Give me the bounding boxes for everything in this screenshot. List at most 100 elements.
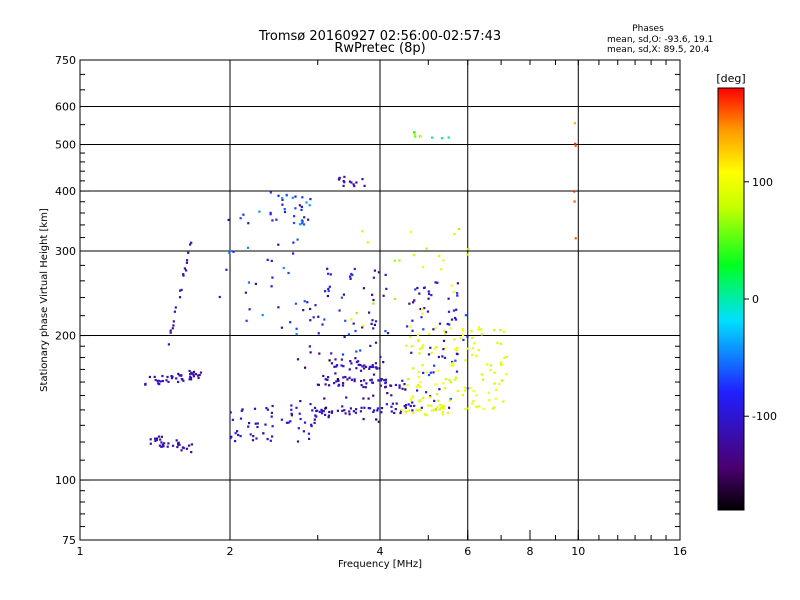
data-point <box>418 292 421 295</box>
data-point <box>430 404 433 407</box>
data-point <box>436 406 439 409</box>
data-point <box>359 363 362 367</box>
data-point <box>178 443 181 446</box>
x-tick-label: 4 <box>377 545 384 558</box>
data-point <box>438 408 441 411</box>
data-point <box>159 438 162 441</box>
colorbar-label: [deg] <box>716 72 745 85</box>
data-point <box>170 377 174 380</box>
data-point <box>353 185 356 188</box>
data-point <box>379 379 383 382</box>
data-point <box>466 248 469 251</box>
data-point <box>462 329 465 332</box>
y-tick-label: 75 <box>62 534 76 547</box>
data-point <box>362 385 365 389</box>
data-point <box>172 324 175 327</box>
data-point <box>237 433 240 437</box>
data-point <box>167 380 170 383</box>
data-point <box>361 230 364 233</box>
data-point <box>464 389 467 392</box>
data-point <box>248 422 251 425</box>
data-point <box>462 334 465 337</box>
data-point <box>166 445 169 448</box>
data-point <box>277 306 280 309</box>
data-point <box>163 442 166 445</box>
data-point <box>374 320 378 323</box>
data-point <box>328 384 331 387</box>
data-point <box>384 385 387 388</box>
data-point <box>363 367 366 370</box>
data-point <box>175 377 178 380</box>
data-point <box>477 326 480 329</box>
data-point <box>269 211 272 214</box>
data-point <box>324 413 327 416</box>
data-point <box>335 365 338 368</box>
data-point <box>574 237 577 240</box>
data-point <box>185 261 188 264</box>
data-point <box>333 382 336 385</box>
data-point <box>188 378 191 381</box>
data-point <box>361 365 364 368</box>
data-point <box>440 137 444 140</box>
data-point <box>407 409 411 412</box>
data-point <box>419 135 422 138</box>
data-point <box>372 365 375 369</box>
data-point <box>326 378 329 381</box>
data-point <box>354 329 357 333</box>
data-point <box>456 389 459 393</box>
data-point <box>313 406 317 409</box>
data-point <box>414 288 417 291</box>
data-point <box>254 282 257 285</box>
data-point <box>379 410 382 414</box>
data-point <box>421 364 424 367</box>
data-point <box>386 332 390 335</box>
data-point <box>336 378 340 381</box>
data-point <box>317 315 320 318</box>
data-point <box>287 271 290 275</box>
data-point <box>264 423 267 426</box>
data-point <box>420 406 423 409</box>
data-point <box>349 360 352 363</box>
x-tick-label: 2 <box>227 545 234 558</box>
data-point <box>315 415 318 418</box>
data-point <box>311 409 314 412</box>
data-point <box>448 406 451 409</box>
data-point <box>369 379 372 382</box>
y-tick-label: 750 <box>55 54 76 67</box>
data-point <box>361 178 364 181</box>
data-point <box>574 144 577 147</box>
data-point <box>427 404 430 407</box>
data-point <box>395 402 398 405</box>
data-point <box>492 407 495 410</box>
data-point <box>265 407 268 410</box>
data-point <box>450 364 453 367</box>
data-point <box>327 289 330 293</box>
data-point <box>371 293 374 296</box>
data-point <box>157 379 160 382</box>
data-point <box>409 335 412 339</box>
data-point <box>313 421 316 424</box>
data-point <box>239 217 242 220</box>
data-point <box>182 273 185 276</box>
data-point <box>285 421 289 424</box>
data-point <box>229 249 232 253</box>
data-point <box>393 411 396 415</box>
data-point <box>374 362 377 365</box>
data-point <box>312 316 315 319</box>
data-point <box>324 383 327 386</box>
data-point <box>353 378 356 381</box>
data-point <box>477 349 480 352</box>
data-point <box>423 307 426 310</box>
data-point <box>157 435 161 438</box>
data-point <box>261 314 264 317</box>
data-point <box>425 247 428 250</box>
data-point <box>498 382 501 386</box>
data-point <box>414 135 417 138</box>
data-point <box>415 385 418 388</box>
data-point <box>505 373 508 376</box>
data-point <box>384 330 387 333</box>
data-point <box>454 316 457 320</box>
data-point <box>159 380 162 383</box>
data-point <box>359 369 363 372</box>
data-point <box>175 439 178 442</box>
